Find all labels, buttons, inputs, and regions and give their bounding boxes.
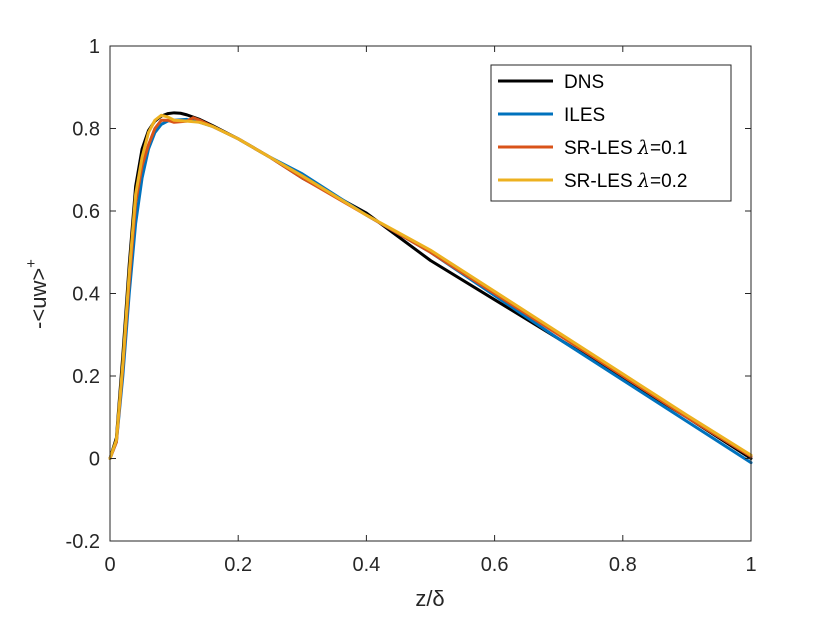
x-axis-label: z/δ <box>415 586 444 611</box>
legend-label: SR-LES λ=0.1 <box>564 137 687 159</box>
y-tick-label: 0.6 <box>72 201 100 223</box>
x-tick-label: 1 <box>745 554 756 576</box>
y-tick-label: 0.2 <box>72 366 100 388</box>
x-tick-label: 0 <box>104 554 115 576</box>
legend-label: ILES <box>564 105 605 126</box>
legend-label: DNS <box>564 72 604 93</box>
ticks-layer <box>109 45 752 542</box>
y-axis-label-main: -<uw> <box>26 268 51 329</box>
x-tick-label: 0.8 <box>609 554 637 576</box>
y-tick-label: 0.4 <box>72 284 100 306</box>
series-line-sr-les-lambda-0-2 <box>108 113 753 460</box>
y-tick-label: 0 <box>89 449 100 471</box>
y-tick-label: 1 <box>89 36 100 58</box>
x-tick-label: 0.4 <box>352 554 380 576</box>
y-tick-labels: -0.2 0 0.2 0.4 0.6 0.8 1 <box>66 36 100 553</box>
legend-label: SR-LES λ=0.2 <box>564 170 687 192</box>
legend-box <box>490 64 732 202</box>
y-axis-label: -<uw>+ <box>23 259 51 329</box>
x-tick-label: 0.2 <box>224 554 252 576</box>
x-tick-label: 0.6 <box>481 554 509 576</box>
y-tick-label: 0.8 <box>72 119 100 141</box>
legend-item-iles: ILES <box>498 105 605 126</box>
legend-item-dns: DNS <box>498 72 604 93</box>
y-tick-label: -0.2 <box>66 531 100 553</box>
x-tick-labels: 0 0.2 0.4 0.6 0.8 1 <box>104 554 756 576</box>
legend-item-sr-les-lambda-0-1: SR-LES λ=0.1 <box>498 137 687 159</box>
legend-item-sr-les-lambda-0-2: SR-LES λ=0.2 <box>498 170 687 192</box>
legend: DNS ILES SR-LES λ=0.1 SR-LES λ=0.2 <box>490 64 732 202</box>
series-layer <box>108 111 753 465</box>
y-axis-label-superscript: + <box>23 259 40 268</box>
